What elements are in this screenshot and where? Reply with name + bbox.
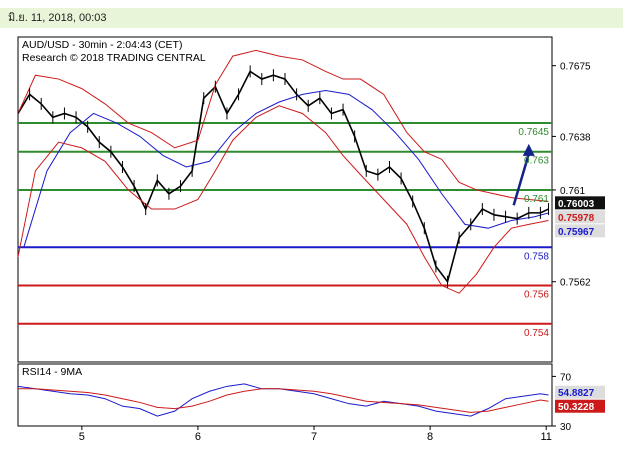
level-label-2: 0.761 [524,194,549,205]
y-tick-label-0: 0.7675 [560,62,591,73]
level-label-4: 0.756 [524,290,549,301]
x-tick-label-4: 11 [540,431,551,443]
chart-subtitle: Research © 2018 TRADING CENTRAL [22,52,206,64]
rsi-badge-label-1: 50.3228 [558,402,595,413]
price-badge-bg-0 [555,196,605,210]
rsi-badge-label-0: 54.8827 [558,388,595,399]
level-label-1: 0.763 [524,156,549,167]
rsi-panel [17,363,553,427]
rsi-title: RSI14 - 9MA [22,366,82,378]
timestamp-bar: มิ.ย. 11, 2018, 00:03 [0,8,623,28]
price-badge-label-2: 0.75967 [558,227,595,238]
series-price [17,70,549,284]
y-tick-label-2: 0.761 [560,186,585,197]
x-tick-label-2: 7 [311,431,317,443]
y-tick-label-3: 0.7562 [560,278,591,289]
series-bb-upper [17,49,549,202]
series-rsi-ma [18,388,549,413]
x-tick-label-0: 5 [79,431,85,443]
price-badge-label-0: 0.76003 [558,199,595,210]
rsi-tick-label-0: 70 [560,372,572,383]
series-bb-lower [17,105,549,294]
rsi-badge-bg-0 [555,385,605,399]
level-label-3: 0.758 [524,251,549,262]
x-tick-label-1: 6 [195,431,201,443]
series-ma [23,90,549,248]
forecast-arrow-shaft [512,153,530,206]
price-badge-bg-1 [555,210,605,224]
level-label-0: 0.7645 [518,127,549,138]
chart-title: AUD/USD - 30min - 2:04:43 (CET) [22,39,182,51]
series-rsi [17,383,549,417]
rsi-badge-bg-1 [555,399,605,413]
price-badge-label-1: 0.75978 [558,213,595,224]
price-badge-bg-2 [555,224,605,238]
x-tick-label-3: 8 [427,431,433,443]
forecast-arrow-head [522,143,535,156]
price-panel [17,36,553,363]
timestamp: มิ.ย. 11, 2018, 00:03 [8,12,107,24]
level-label-5: 0.754 [524,328,549,339]
rsi-tick-label-1: 30 [560,422,572,433]
y-tick-label-1: 0.7638 [560,132,591,143]
